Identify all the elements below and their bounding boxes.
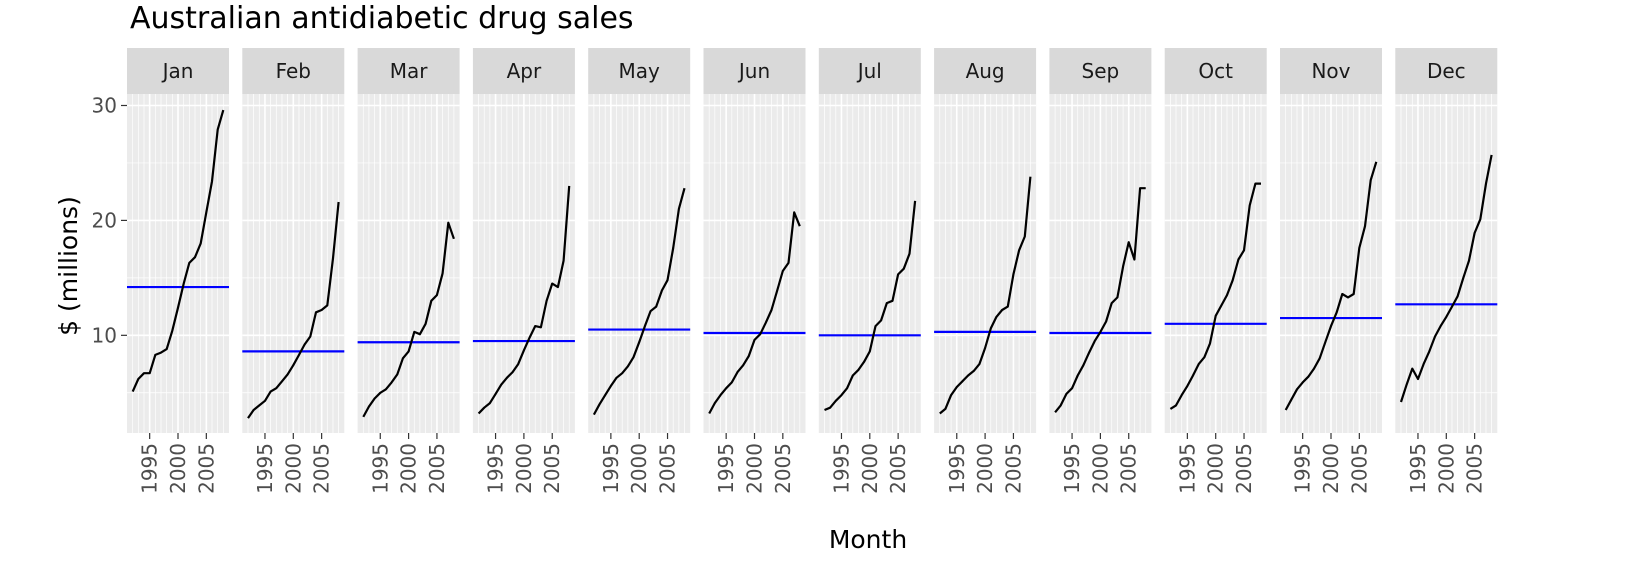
series-line (131, 109, 225, 393)
x-tick-label: 2005 (1232, 443, 1256, 494)
facet-strip-label: Dec (1427, 59, 1466, 83)
facet-panel-may: May 1995 2000 2005 (588, 48, 691, 494)
y-tick-label: 30 (92, 93, 117, 117)
y-tick-label: 20 (92, 208, 117, 232)
facet-panel-oct: Oct 1995 2000 2005 (1164, 48, 1267, 494)
facet-strip (818, 48, 921, 94)
y-tick-label: 10 (92, 323, 117, 347)
facet-panel-sep: Sep 1995 2000 2005 (1049, 48, 1152, 494)
x-tick-label: 2000 (1434, 443, 1458, 494)
x-tick-label: 2005 (310, 443, 334, 494)
x-tick-label: 2000 (973, 443, 997, 494)
facet-strip-label: Oct (1198, 59, 1233, 83)
x-tick-label: 1995 (945, 443, 969, 494)
facet-panel-dec: Dec 1995 2000 2005 (1395, 48, 1498, 494)
facet-panel-nov: Nov 1995 2000 2005 (1280, 48, 1382, 494)
x-tick-label: 2005 (886, 443, 910, 494)
y-axis-title: $ (millions) (54, 196, 83, 336)
x-tick-label: 2000 (166, 443, 190, 494)
facet-strip-label: Nov (1311, 59, 1350, 83)
x-tick-label: 1995 (599, 443, 623, 494)
series-line (1284, 161, 1378, 411)
x-tick-label: 1995 (1060, 443, 1084, 494)
series-line (708, 211, 801, 415)
x-tick-label: 2005 (1347, 443, 1371, 494)
series-line (362, 221, 455, 418)
x-tick-label: 2000 (397, 443, 421, 494)
x-tick-label: 2000 (1088, 443, 1112, 494)
facet-strip-label: Jul (856, 59, 882, 83)
x-tick-label: 2000 (281, 443, 305, 494)
x-tick-label: 2000 (743, 443, 767, 494)
x-axis-title: Month (829, 525, 907, 554)
x-tick-label: 1995 (253, 443, 277, 494)
series-line (477, 185, 571, 415)
facet-strip (472, 48, 575, 94)
x-tick-label: 1995 (1291, 443, 1315, 494)
facet-strip-label: Apr (507, 59, 542, 83)
x-tick-label: 2005 (771, 443, 795, 494)
facet-strip-label: Mar (390, 59, 429, 83)
facet-strip-label: May (619, 59, 661, 83)
x-tick-label: 2000 (512, 443, 536, 494)
facet-strip (1049, 48, 1152, 94)
facet-panel-jul: Jul 1995 2000 2005 (818, 48, 921, 494)
series-line (1169, 182, 1261, 410)
x-tick-label: 1995 (1175, 443, 1199, 494)
facet-panel-jan: Jan 1995 2000 2005 (127, 48, 229, 494)
facet-panel-mar: Mar 1995 2000 2005 (357, 48, 460, 494)
facet-strip (1280, 48, 1382, 94)
facet-panel-feb: Feb 1995 2000 2005 (242, 48, 345, 494)
x-tick-label: 2005 (425, 443, 449, 494)
x-tick-label: 1995 (830, 443, 854, 494)
facet-strip (127, 48, 229, 94)
x-tick-label: 2000 (1319, 443, 1343, 494)
facet-strip-label: Sep (1082, 59, 1120, 83)
facet-strip (357, 48, 460, 94)
chart-title: Australian antidiabetic drug sales (130, 1, 634, 36)
y-axis: 10 20 30 (92, 93, 127, 347)
facet-panel-aug: Aug 1995 2000 2005 (934, 48, 1037, 494)
series-line (1054, 187, 1146, 413)
x-tick-label: 2000 (858, 443, 882, 494)
facet-strip-label: Feb (276, 59, 311, 83)
facet-strip (703, 48, 806, 94)
x-tick-label: 1995 (368, 443, 392, 494)
x-tick-label: 1995 (138, 443, 162, 494)
series-line (247, 201, 340, 419)
series-line (592, 187, 686, 416)
facet-strip-label: Jun (737, 59, 770, 83)
x-tick-label: 1995 (714, 443, 738, 494)
x-tick-label: 2005 (540, 443, 564, 494)
x-tick-label: 1995 (1406, 443, 1430, 494)
facet-strip (242, 48, 345, 94)
facet-strip-label: Jan (161, 59, 194, 83)
facet-strip-label: Aug (966, 59, 1005, 83)
series-line (824, 200, 917, 412)
x-tick-label: 2005 (194, 443, 218, 494)
facet-panel-jun: Jun 1995 2000 2005 (703, 48, 806, 494)
facet-panel-apr: Apr 1995 2000 2005 (472, 48, 575, 494)
x-tick-label: 2005 (656, 443, 680, 494)
x-tick-label: 2000 (1204, 443, 1228, 494)
series-line (1399, 154, 1493, 403)
x-tick-label: 2005 (1463, 443, 1487, 494)
x-tick-label: 2005 (1001, 443, 1025, 494)
facet-strip (1164, 48, 1267, 94)
series-line (939, 176, 1032, 415)
x-tick-label: 1995 (484, 443, 508, 494)
facet-strip (934, 48, 1037, 94)
facet-strip (588, 48, 691, 94)
facet-strip (1395, 48, 1498, 94)
x-tick-label: 2000 (627, 443, 651, 494)
x-tick-label: 2005 (1117, 443, 1141, 494)
